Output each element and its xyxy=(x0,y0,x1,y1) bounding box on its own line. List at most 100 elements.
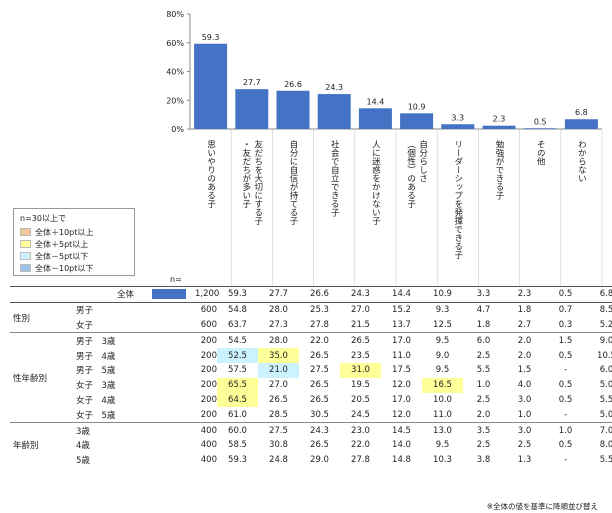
category-label: その他 xyxy=(535,140,545,166)
cell-value: 11.0 xyxy=(433,409,452,420)
table-row: 5歳 400 59.3 24.8 29.0 27.8 14.8 10.3 3.8 1.3 - 5.5 xyxy=(10,453,612,468)
cell-value: 26.5 xyxy=(269,394,288,405)
table-row: 女子 600 63.7 27.3 27.8 21.5 13.7 12.5 1.8 2.7 0.3 5.… xyxy=(10,318,612,333)
category-label: リーダーシップを発揮できる子 xyxy=(453,140,463,259)
cell-value: 23.0 xyxy=(340,422,381,438)
cell-value: 12.0 xyxy=(392,409,411,420)
bar-value-label: 3.3 xyxy=(451,113,464,122)
cell-value: 6.8 xyxy=(586,286,612,303)
cell-value: - xyxy=(563,455,568,466)
bar-value-label: 0.5 xyxy=(534,117,547,126)
cell-value: 1.0 xyxy=(545,422,586,438)
cell-value: 2.0 xyxy=(504,332,545,349)
cell-value: 25.3 xyxy=(299,301,340,318)
table-row: 女子 4歳 200 64.5 26.5 26.5 20.5 17.0 10.0 2.5 3.0 0.… xyxy=(10,392,612,408)
legend-title: n=30以上で xyxy=(20,214,66,223)
legend: n=30以上で 全体＋10pt以上 全体＋5pt以上 全体－5pt以下 全体－1… xyxy=(13,208,135,276)
cell-value: 5.0 xyxy=(599,380,612,391)
cell-value: 19.5 xyxy=(351,380,370,391)
cell-value: 9.3 xyxy=(422,301,463,318)
group-label: 性年齢別 xyxy=(10,332,70,423)
cell-value: 13.7 xyxy=(392,319,411,330)
category-label: （個性）のある子 xyxy=(406,140,416,208)
legend-item: 全体＋5pt以上 xyxy=(20,239,88,249)
cell-value: 26.5 xyxy=(310,394,329,405)
legend-item: 全体－10pt以下 xyxy=(20,263,93,273)
cell-value: 3.0 xyxy=(517,394,532,405)
cell-value: 28.0 xyxy=(258,301,299,318)
category-label: 自分に自信が持てる子 xyxy=(288,139,298,225)
cell-value: 10.9 xyxy=(422,286,463,303)
row-n: 200 xyxy=(195,332,217,349)
cell-value: 8.5 xyxy=(586,301,612,318)
legend-label: 全体＋10pt以上 xyxy=(35,227,94,237)
cell-value: 21.0 xyxy=(258,362,299,378)
y-tick-label: 0% xyxy=(171,125,184,134)
cell-value: 14.5 xyxy=(381,422,422,438)
cell-value: 65.5 xyxy=(217,377,258,393)
cell-value: 20.5 xyxy=(351,394,370,405)
cell-value: - xyxy=(563,409,568,420)
category-label: 思いやりのある子 xyxy=(206,140,216,208)
cell-value: 21.5 xyxy=(351,319,370,330)
cell-value: 6.0 xyxy=(599,365,612,376)
cell-value: 15.2 xyxy=(381,301,422,318)
cell-value: 54.5 xyxy=(217,332,258,349)
row-n: 200 xyxy=(200,350,217,361)
cell-value: 2.7 xyxy=(517,319,532,330)
cell-value: 26.6 xyxy=(299,286,340,303)
cell-value: 1.5 xyxy=(517,365,532,376)
bar xyxy=(523,128,557,130)
cell-value: 0.5 xyxy=(545,286,586,303)
cell-value: 12.5 xyxy=(433,319,452,330)
cell-value: 27.8 xyxy=(351,455,370,466)
cell-value: 14.4 xyxy=(381,286,422,303)
cell-value: 26.5 xyxy=(310,350,329,361)
bar xyxy=(317,94,351,129)
bar xyxy=(400,113,434,129)
legend-label: 全体－10pt以下 xyxy=(35,263,94,273)
row-label: 男子 5歳 xyxy=(76,366,116,377)
table-row: 4歳 400 58.5 30.8 26.5 22.0 14.0 9.5 2.5 2.5 0.5 8.0 xyxy=(10,438,612,453)
cell-value: 16.5 xyxy=(422,377,463,393)
cell-value: 14.0 xyxy=(392,440,411,451)
group-label: 性別 xyxy=(10,301,70,333)
cell-value: 28.0 xyxy=(258,332,299,349)
cell-value: 1.0 xyxy=(476,380,491,391)
total-bar-swatch xyxy=(140,286,195,303)
cell-value: 1.0 xyxy=(517,409,532,420)
cell-value: 6.0 xyxy=(463,332,504,349)
cell-value: 26.5 xyxy=(310,380,329,391)
group-label: 年齢別 xyxy=(10,422,70,468)
row-label: 男子 xyxy=(70,301,195,318)
cell-value: 9.0 xyxy=(435,350,450,361)
cell-value: 2.0 xyxy=(476,409,491,420)
table-row: 男子 4歳 200 52.5 35.0 26.5 23.5 11.0 9.0 2.5 2.0 0.5… xyxy=(10,348,612,363)
cell-value: 29.0 xyxy=(310,455,329,466)
row-label: 4歳 xyxy=(76,441,90,452)
cell-value: 0.3 xyxy=(558,319,573,330)
table-row: 女子 5歳 200 61.0 28.5 30.5 24.5 12.0 11.0 2.0 1.0 - 5… xyxy=(10,407,612,422)
category-label: 勉強ができる子 xyxy=(494,139,504,199)
bar-value-label: 24.3 xyxy=(325,83,343,92)
cell-value: 27.8 xyxy=(310,319,329,330)
cell-value: 60.0 xyxy=(217,422,258,438)
row-label: 男子 4歳 xyxy=(76,351,116,362)
bar-value-label: 2.3 xyxy=(493,115,506,124)
legend-swatch xyxy=(20,252,31,260)
cell-value: 27.3 xyxy=(269,319,288,330)
row-n: 200 xyxy=(200,365,217,376)
bar xyxy=(358,108,392,129)
cell-value: 10.0 xyxy=(433,394,452,405)
cell-value: 2.5 xyxy=(517,440,532,451)
cell-value: - xyxy=(563,365,568,376)
bar-value-label: 27.7 xyxy=(243,78,261,87)
cell-value: 27.5 xyxy=(258,422,299,438)
cell-value: 0.5 xyxy=(558,350,573,361)
cell-value: 4.0 xyxy=(517,380,532,391)
row-label: 女子 5歳 xyxy=(76,410,116,421)
bar-value-label: 59.3 xyxy=(202,33,220,42)
cell-value: 9.5 xyxy=(435,365,450,376)
legend-label: 全体－5pt以下 xyxy=(35,251,89,261)
legend-item: 全体＋10pt以上 xyxy=(20,227,93,237)
